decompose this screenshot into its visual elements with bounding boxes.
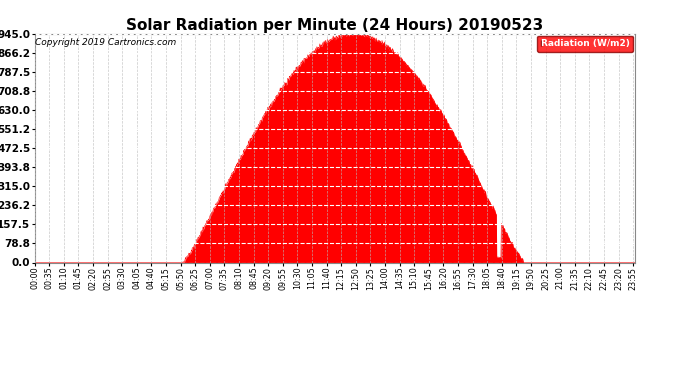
Legend: Radiation (W/m2): Radiation (W/m2): [537, 36, 633, 52]
Title: Solar Radiation per Minute (24 Hours) 20190523: Solar Radiation per Minute (24 Hours) 20…: [126, 18, 543, 33]
Text: Copyright 2019 Cartronics.com: Copyright 2019 Cartronics.com: [35, 38, 177, 47]
